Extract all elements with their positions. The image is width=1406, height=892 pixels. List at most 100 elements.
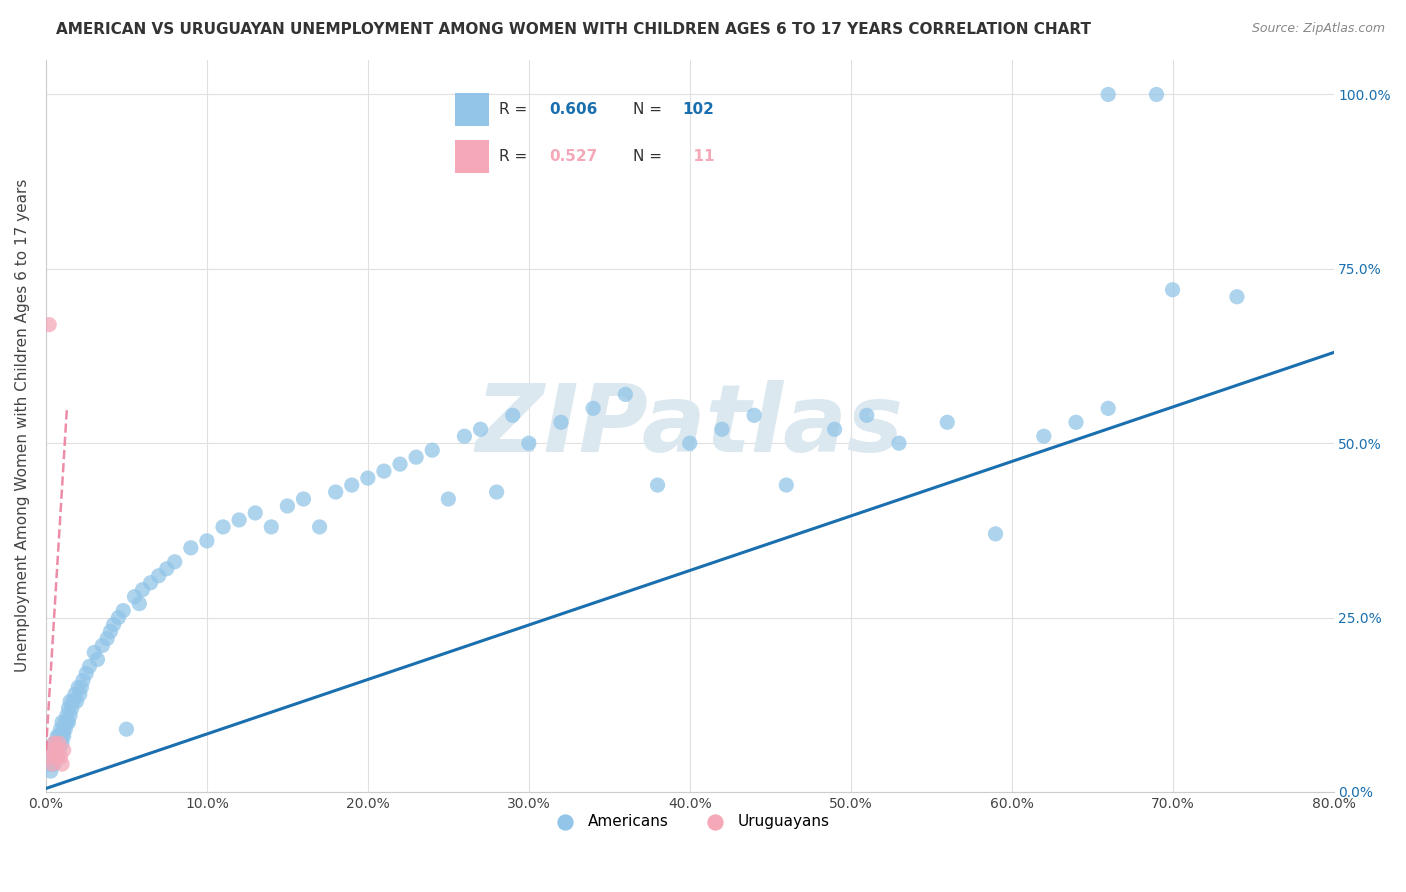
Point bbox=[41, 757, 63, 772]
Point bbox=[59, 694, 82, 708]
Point bbox=[41, 750, 63, 764]
Point bbox=[131, 582, 153, 597]
Point bbox=[550, 415, 572, 429]
Point bbox=[83, 645, 105, 659]
Point bbox=[53, 715, 76, 730]
Point bbox=[63, 687, 86, 701]
Point bbox=[614, 387, 637, 401]
Point bbox=[420, 443, 443, 458]
Point bbox=[42, 743, 65, 757]
Point bbox=[855, 409, 877, 423]
Point bbox=[679, 436, 702, 450]
Point bbox=[42, 757, 65, 772]
Point bbox=[65, 694, 87, 708]
Point bbox=[45, 750, 67, 764]
Point bbox=[1097, 401, 1119, 416]
Point bbox=[41, 743, 63, 757]
Point bbox=[38, 757, 60, 772]
Point bbox=[52, 729, 75, 743]
Point bbox=[49, 750, 72, 764]
Point bbox=[51, 729, 73, 743]
Point bbox=[148, 568, 170, 582]
Legend: Americans, Uruguayans: Americans, Uruguayans bbox=[544, 808, 835, 836]
Point bbox=[96, 632, 118, 646]
Point bbox=[1226, 290, 1249, 304]
Point bbox=[470, 422, 492, 436]
Point bbox=[437, 491, 460, 506]
Point bbox=[60, 701, 83, 715]
Point bbox=[51, 757, 73, 772]
Point bbox=[48, 729, 70, 743]
Point bbox=[775, 478, 797, 492]
Point bbox=[48, 743, 70, 757]
Point bbox=[582, 401, 605, 416]
Point bbox=[710, 422, 733, 436]
Point bbox=[56, 715, 79, 730]
Point bbox=[292, 491, 315, 506]
Point bbox=[502, 409, 524, 423]
Point bbox=[156, 562, 179, 576]
Point bbox=[163, 555, 186, 569]
Point bbox=[212, 520, 235, 534]
Point bbox=[107, 610, 129, 624]
Point bbox=[56, 708, 79, 723]
Text: Source: ZipAtlas.com: Source: ZipAtlas.com bbox=[1251, 22, 1385, 36]
Y-axis label: Unemployment Among Women with Children Ages 6 to 17 years: Unemployment Among Women with Children A… bbox=[15, 179, 30, 673]
Point bbox=[75, 666, 97, 681]
Point bbox=[45, 743, 67, 757]
Point bbox=[52, 743, 75, 757]
Point bbox=[67, 681, 90, 695]
Point bbox=[389, 457, 412, 471]
Point bbox=[53, 722, 76, 736]
Point bbox=[260, 520, 283, 534]
Point bbox=[46, 743, 69, 757]
Point bbox=[228, 513, 250, 527]
Point bbox=[742, 409, 765, 423]
Point bbox=[70, 681, 93, 695]
Point bbox=[38, 750, 60, 764]
Point bbox=[38, 318, 60, 332]
Point bbox=[124, 590, 146, 604]
Point bbox=[79, 659, 101, 673]
Text: ZIPatlas: ZIPatlas bbox=[475, 380, 904, 472]
Point bbox=[245, 506, 267, 520]
Point bbox=[58, 715, 80, 730]
Point bbox=[1161, 283, 1184, 297]
Point bbox=[45, 736, 67, 750]
Point bbox=[276, 499, 298, 513]
Point bbox=[91, 639, 114, 653]
Point bbox=[517, 436, 540, 450]
Point bbox=[115, 722, 138, 736]
Point bbox=[453, 429, 475, 443]
Point bbox=[180, 541, 202, 555]
Point bbox=[340, 478, 363, 492]
Point bbox=[887, 436, 910, 450]
Point bbox=[48, 736, 70, 750]
Point bbox=[46, 729, 69, 743]
Point bbox=[45, 750, 67, 764]
Point bbox=[103, 617, 125, 632]
Point bbox=[46, 750, 69, 764]
Point bbox=[39, 750, 62, 764]
Point bbox=[485, 485, 508, 500]
Point bbox=[112, 604, 135, 618]
Point bbox=[51, 736, 73, 750]
Point bbox=[39, 743, 62, 757]
Point bbox=[39, 764, 62, 778]
Point bbox=[984, 527, 1007, 541]
Point bbox=[1146, 87, 1168, 102]
Point bbox=[58, 701, 80, 715]
Point bbox=[128, 597, 150, 611]
Point bbox=[52, 722, 75, 736]
Point bbox=[405, 450, 427, 465]
Point bbox=[98, 624, 121, 639]
Point bbox=[42, 736, 65, 750]
Point bbox=[139, 575, 162, 590]
Point bbox=[59, 708, 82, 723]
Point bbox=[936, 415, 959, 429]
Point bbox=[308, 520, 330, 534]
Point bbox=[51, 715, 73, 730]
Text: AMERICAN VS URUGUAYAN UNEMPLOYMENT AMONG WOMEN WITH CHILDREN AGES 6 TO 17 YEARS : AMERICAN VS URUGUAYAN UNEMPLOYMENT AMONG… bbox=[56, 22, 1091, 37]
Point bbox=[48, 736, 70, 750]
Point bbox=[86, 652, 108, 666]
